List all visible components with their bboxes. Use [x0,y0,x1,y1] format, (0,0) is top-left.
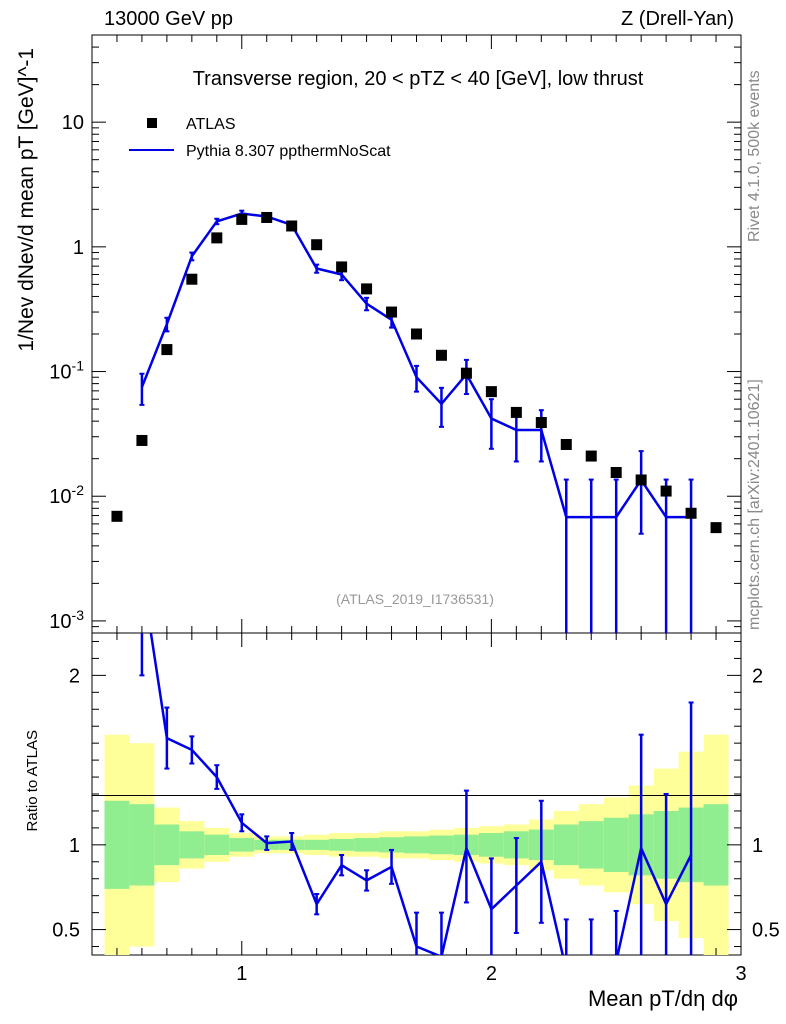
mc-series-ratio [139,633,694,955]
data-point [236,213,248,225]
band-green-bin [154,824,180,866]
data-point [585,450,597,462]
band-green-bin [428,835,454,855]
data-point [261,211,273,223]
legend-data-marker [147,118,157,128]
data-point [111,510,123,522]
data-point [186,273,198,285]
ratio-tick-label-right: 0.5 [752,920,780,942]
ratio-tick-label-right: 1 [752,835,763,857]
band-green-bin [204,834,230,856]
header-right: Z (Drell-Yan) [621,8,734,30]
data-point [311,239,323,251]
band-green-bin [179,831,205,859]
band-green-bin [379,837,405,853]
mc-series-main [139,209,694,633]
ratio-tick-label-left: 1 [69,835,80,857]
ratio-tick-label-right: 2 [752,665,763,687]
band-green-bin [553,824,579,866]
data-point [685,507,697,519]
data-point [510,406,522,418]
ratio-axis-title: Ratio to ATLAS [24,730,41,831]
y-tick-label: 10-2 [49,482,84,508]
x-tick-label: 1 [236,963,247,985]
y-tick-label: 10-3 [49,607,84,633]
legend-data-label: ATLAS [186,116,236,133]
band-green-bin [104,800,130,889]
data-point [610,466,622,478]
band-green-bin [478,832,504,857]
analysis-tag: (ATLAS_2019_I1736531) [336,591,494,607]
data-point [411,328,422,340]
y-tick-label: 1 [73,237,84,259]
y-tick-label: 10-1 [49,358,84,384]
data-point [336,261,348,273]
data-point [535,417,547,429]
band-green-bin [304,839,330,850]
data-point [560,438,572,450]
band-green-bin [578,821,604,869]
data-point [710,522,722,534]
chart-title: Transverse region, 20 < pTZ < 40 [GeV], … [193,68,644,90]
side-label-rivet: Rivet 4.1.0, 500k events [746,70,763,242]
x-tick-label: 2 [486,963,497,985]
band-green-bin [404,836,429,854]
y-tick-label: 10 [62,112,84,134]
ratio-tick-label-left: 0.5 [52,920,80,942]
data-point [485,386,497,398]
data-point [460,367,472,379]
band-green-bin [703,804,729,886]
band-green-bin [229,838,255,852]
ratio-tick-label-left: 2 [69,665,80,687]
band-green-bin [129,804,155,886]
band-green-bin [329,838,355,851]
data-point [635,474,647,486]
data-point [660,485,672,497]
x-axis-title: Mean pT/dη dφ [588,986,738,1011]
band-green-bin [354,838,380,852]
band-green-bin [603,817,629,872]
ratio-uncertainty-bands [104,734,729,955]
data-series-main [111,211,722,534]
data-point [361,283,373,295]
data-point [161,344,173,356]
header-left: 13000 GeV pp [104,8,233,30]
data-point [386,306,398,318]
data-point [136,434,148,446]
data-point [286,220,298,232]
data-point [211,232,223,244]
data-point [435,349,447,361]
legend-mc-label: Pythia 8.307 ppthermNoScat [186,143,391,160]
y-axis-title: 1/Nev dNev/d mean pT [GeV]^-1 [15,48,38,352]
side-label-mcplots: mcplots.cern.ch [arXiv:2401.10621] [746,379,763,630]
x-tick-label: 3 [735,963,746,985]
